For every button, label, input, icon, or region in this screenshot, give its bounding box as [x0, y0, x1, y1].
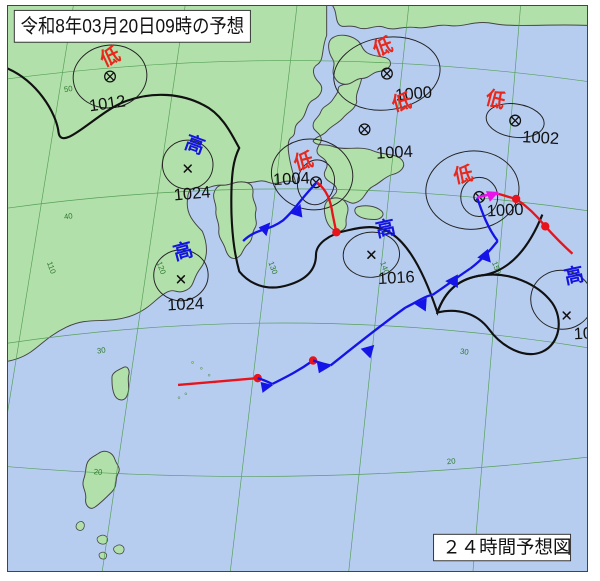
svg-text:20: 20	[446, 456, 456, 466]
svg-text:1004: 1004	[376, 142, 414, 163]
svg-text:1002: 1002	[522, 127, 560, 148]
svg-text:1024: 1024	[173, 182, 211, 204]
svg-text:1000: 1000	[486, 200, 524, 221]
svg-text:1016: 1016	[377, 267, 415, 288]
svg-text:２４時間予想図: ２４時間予想図	[442, 536, 571, 557]
svg-text:令和8年03月20日09時の予想: 令和8年03月20日09時の予想	[21, 15, 244, 37]
svg-text:20: 20	[93, 467, 103, 477]
svg-text:1024: 1024	[167, 294, 205, 315]
svg-text:10: 10	[573, 323, 588, 343]
